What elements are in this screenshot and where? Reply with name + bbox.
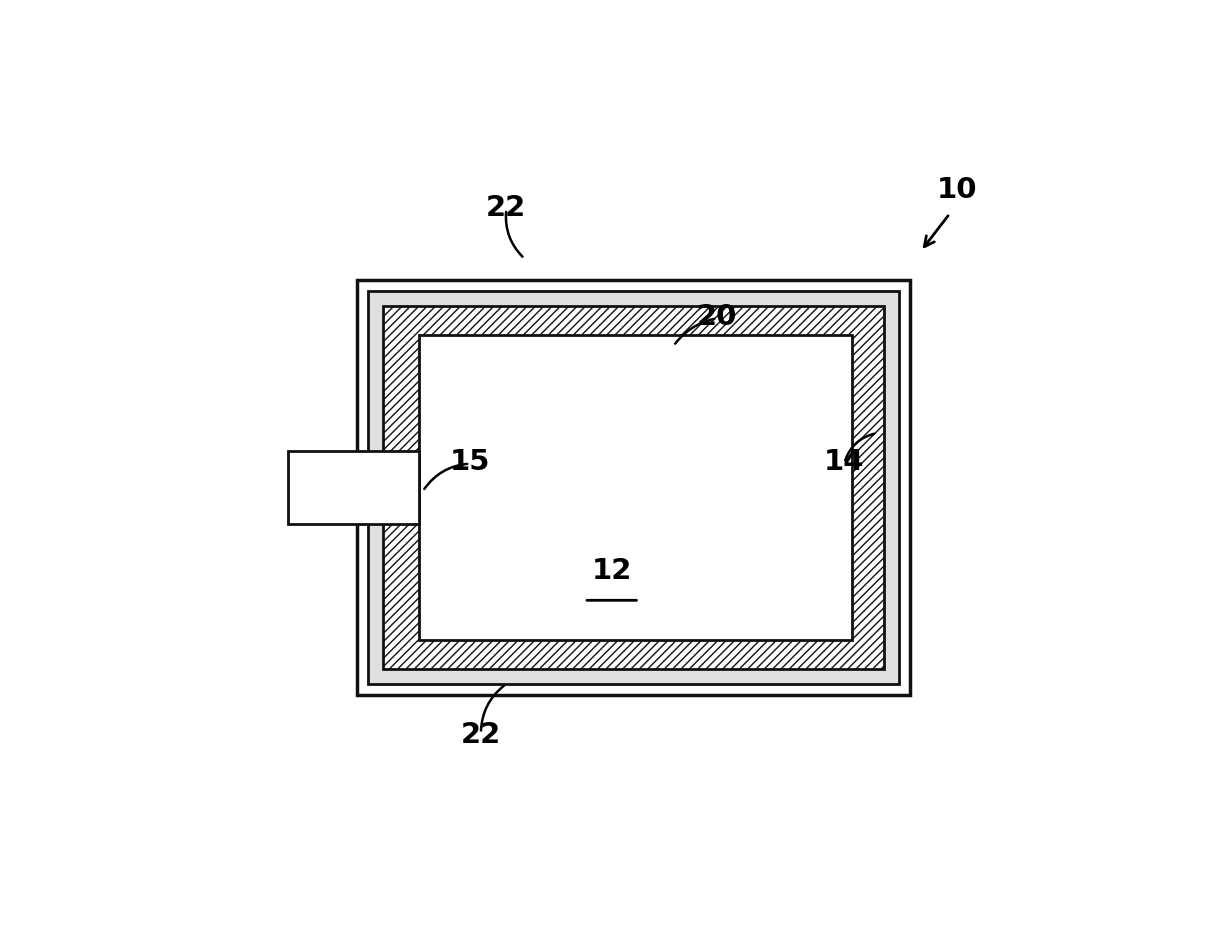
Bar: [368, 292, 899, 683]
Text: 10: 10: [937, 176, 978, 204]
Text: 22: 22: [486, 194, 527, 222]
Text: 12: 12: [591, 557, 632, 585]
Bar: [357, 280, 909, 695]
Bar: [288, 451, 419, 524]
Bar: [382, 306, 885, 669]
Text: 14: 14: [824, 448, 865, 476]
Text: 20: 20: [697, 303, 737, 330]
Bar: [419, 335, 852, 640]
Text: 15: 15: [450, 448, 490, 476]
Text: 22: 22: [461, 721, 501, 749]
